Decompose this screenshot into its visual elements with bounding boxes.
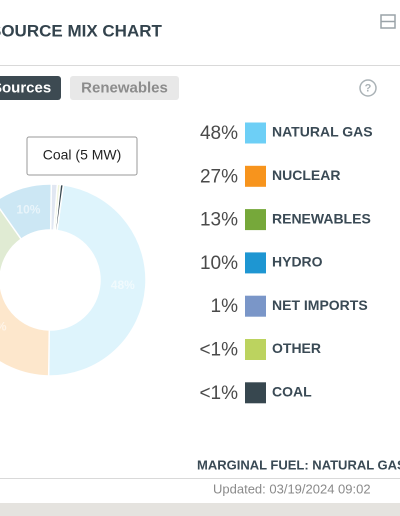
legend-swatch xyxy=(245,295,266,317)
legend-value: 1% xyxy=(211,296,239,317)
slice-label: 10% xyxy=(16,202,40,216)
legend-value: 48% xyxy=(200,123,238,144)
donut-slice xyxy=(0,272,51,377)
legend: 48% NATURAL GAS 27% NUCLEAR 13% RENEWABLES 10%… xyxy=(199,122,373,404)
bottom-bar xyxy=(0,503,400,516)
legend-swatch xyxy=(245,209,266,231)
donut-chart: 48%27%12%10% xyxy=(0,183,147,377)
help-icon[interactable] xyxy=(359,79,377,97)
legend-value: <1% xyxy=(199,340,238,361)
tab-label[interactable]: Renewables xyxy=(81,79,168,96)
tooltip-text: Coal (5 MW) xyxy=(43,147,122,163)
legend-swatch xyxy=(245,252,266,274)
help-mark[interactable]: ? xyxy=(365,82,372,94)
tab[interactable] xyxy=(70,76,179,100)
legend-label: HYDRO xyxy=(272,254,323,270)
legend-value: <1% xyxy=(199,383,238,404)
marginal-fuel: MARGINAL FUEL: NATURAL GAS xyxy=(197,457,400,472)
legend-label: OTHER xyxy=(272,340,321,356)
widget-title: SOURCE MIX CHART xyxy=(0,21,163,40)
tooltip xyxy=(26,136,138,176)
legend-swatch xyxy=(245,165,266,187)
slice-label: 27% xyxy=(0,320,7,334)
updated: Updated: 03/19/2024 09:02 xyxy=(213,481,371,496)
slice-label: 48% xyxy=(111,278,135,292)
collapse-icon[interactable] xyxy=(380,14,396,29)
donut-slice xyxy=(0,183,53,241)
tab-label[interactable]: Sources xyxy=(0,79,51,96)
donut-slice xyxy=(49,183,59,231)
legend-value: 27% xyxy=(200,166,238,187)
legend-value: 13% xyxy=(200,210,238,231)
tab-active[interactable] xyxy=(0,76,61,100)
donut-slice xyxy=(54,183,65,232)
legend-label: NUCLEAR xyxy=(272,167,340,183)
donut-slice xyxy=(0,207,23,274)
legend-swatch xyxy=(245,122,266,144)
legend-swatch xyxy=(245,339,266,360)
legend-value: 10% xyxy=(200,253,238,274)
donut-slice xyxy=(47,184,147,377)
legend-swatch xyxy=(245,382,266,404)
legend-label: NET IMPORTS xyxy=(272,297,368,313)
legend-label: RENEWABLES xyxy=(272,210,371,226)
legend-label: NATURAL GAS xyxy=(272,124,373,140)
legend-label: COAL xyxy=(272,384,312,400)
